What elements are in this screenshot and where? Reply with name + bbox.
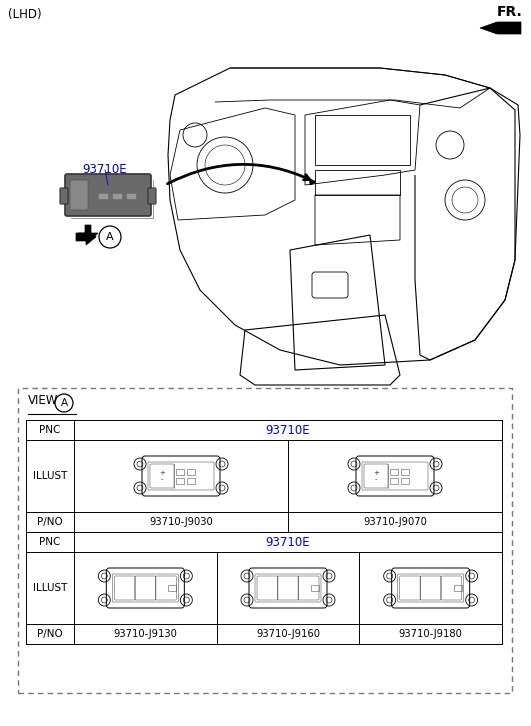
Bar <box>311 585 319 591</box>
Bar <box>112 193 122 199</box>
Text: ILLUST: ILLUST <box>33 583 67 593</box>
Bar <box>176 469 184 475</box>
Text: 93710-J9070: 93710-J9070 <box>363 517 427 527</box>
Bar <box>126 193 136 199</box>
Text: P/NO: P/NO <box>37 629 63 639</box>
Polygon shape <box>78 225 98 243</box>
Bar <box>401 469 409 475</box>
Text: ILLUST: ILLUST <box>33 471 67 481</box>
Text: -: - <box>375 476 377 482</box>
Text: 93710-J9160: 93710-J9160 <box>256 629 320 639</box>
FancyBboxPatch shape <box>70 180 88 210</box>
Bar <box>390 478 398 484</box>
Text: FR.: FR. <box>497 5 523 19</box>
Text: +: + <box>159 470 165 476</box>
Text: A: A <box>61 398 67 408</box>
Bar <box>168 585 176 591</box>
Text: 93710-J9130: 93710-J9130 <box>114 629 177 639</box>
Bar <box>187 469 195 475</box>
Text: 93710-J9030: 93710-J9030 <box>149 517 213 527</box>
Text: PNC: PNC <box>39 537 61 547</box>
Bar <box>315 115 410 165</box>
Bar <box>390 469 398 475</box>
Text: 93710E: 93710E <box>82 163 126 176</box>
Bar <box>187 478 195 484</box>
Polygon shape <box>76 229 96 245</box>
Text: -: - <box>161 476 163 482</box>
Bar <box>18 388 512 693</box>
Polygon shape <box>480 22 521 34</box>
Text: VIEW: VIEW <box>28 394 58 407</box>
Bar <box>453 585 461 591</box>
Text: P/NO: P/NO <box>37 517 63 527</box>
Text: +: + <box>373 470 379 476</box>
Bar <box>98 193 108 199</box>
Text: 93710E: 93710E <box>266 423 310 436</box>
Text: 93710E: 93710E <box>266 536 310 549</box>
Bar <box>315 170 400 195</box>
Text: A: A <box>106 232 114 242</box>
FancyBboxPatch shape <box>148 188 156 204</box>
Bar <box>401 478 409 484</box>
Text: (LHD): (LHD) <box>8 8 41 21</box>
FancyBboxPatch shape <box>65 174 151 216</box>
FancyBboxPatch shape <box>60 188 68 204</box>
Text: PNC: PNC <box>39 425 61 435</box>
Bar <box>176 478 184 484</box>
Text: 93710-J9180: 93710-J9180 <box>399 629 463 639</box>
